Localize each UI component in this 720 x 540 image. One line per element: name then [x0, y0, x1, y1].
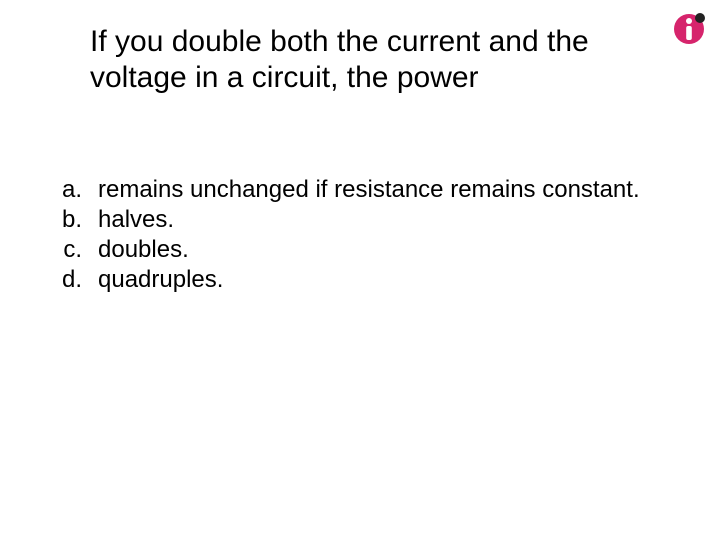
option-a: a. remains unchanged if resistance remai…: [40, 175, 640, 205]
option-text: quadruples.: [98, 265, 640, 295]
option-marker: c.: [40, 235, 98, 265]
options-list: a. remains unchanged if resistance remai…: [40, 175, 640, 295]
option-d: d. quadruples.: [40, 265, 640, 295]
option-marker: b.: [40, 205, 98, 235]
option-marker: a.: [40, 175, 98, 205]
option-text: remains unchanged if resistance remains …: [98, 175, 640, 205]
option-marker: d.: [40, 265, 98, 295]
option-text: doubles.: [98, 235, 640, 265]
question-title: If you double both the current and the v…: [90, 24, 650, 96]
option-c: c. doubles.: [40, 235, 640, 265]
option-text: halves.: [98, 205, 640, 235]
logo-icon: [672, 12, 706, 46]
option-b: b. halves.: [40, 205, 640, 235]
